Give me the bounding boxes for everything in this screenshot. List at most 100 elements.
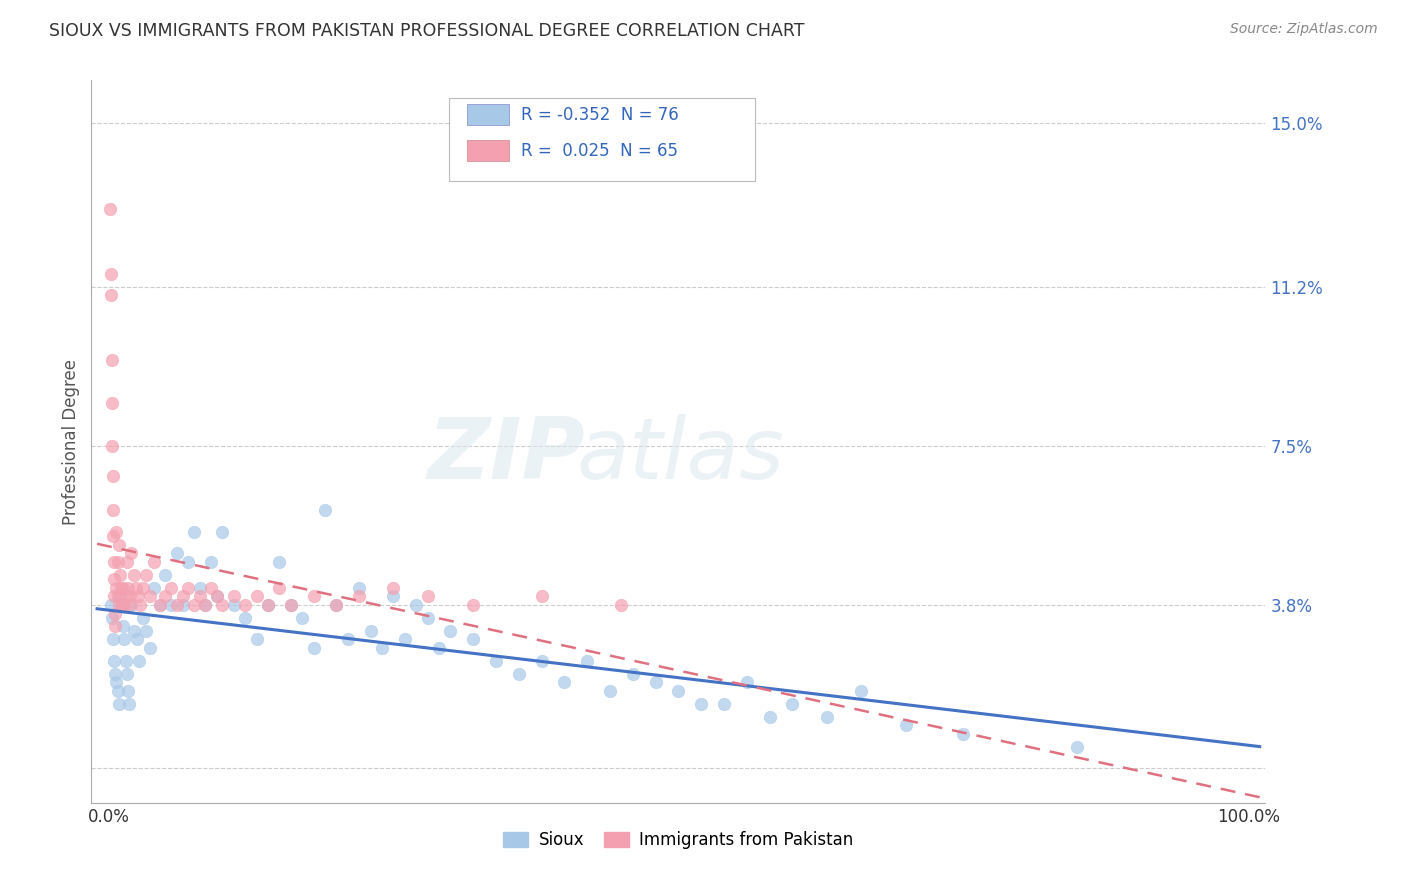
Point [314, 503, 336, 517]
Text: atlas: atlas [576, 415, 785, 498]
Point [200, 581, 222, 595]
Point [118, 697, 141, 711]
Point [371, 640, 394, 655]
Point [122, 624, 145, 638]
Point [122, 567, 145, 582]
Point [112, 619, 135, 633]
Legend: Sioux, Immigrants from Pakistan: Sioux, Immigrants from Pakistan [496, 824, 860, 856]
Point [105, 675, 128, 690]
Point [101, 352, 124, 367]
Point [107, 684, 129, 698]
FancyBboxPatch shape [467, 140, 509, 161]
Point [382, 581, 405, 595]
Point [177, 555, 200, 569]
Point [107, 590, 129, 604]
Point [114, 632, 136, 647]
Point [100, 288, 122, 302]
Point [104, 619, 127, 633]
Point [177, 581, 200, 595]
Point [405, 598, 427, 612]
Point [103, 572, 125, 586]
Point [114, 598, 136, 612]
Point [188, 581, 211, 595]
Point [108, 567, 131, 582]
Point [117, 581, 139, 595]
Point [129, 598, 152, 612]
Point [233, 611, 256, 625]
Point [200, 555, 222, 569]
Point [105, 581, 128, 595]
Point [644, 675, 666, 690]
Point [149, 598, 172, 612]
Point [360, 624, 382, 638]
Point [101, 396, 124, 410]
Y-axis label: Professional Degree: Professional Degree [62, 359, 80, 524]
Point [138, 640, 160, 655]
Text: ZIP: ZIP [427, 415, 585, 498]
Point [349, 581, 371, 595]
Point [120, 590, 142, 604]
Point [138, 590, 160, 604]
Point [349, 590, 371, 604]
Point [111, 598, 134, 612]
Point [118, 598, 141, 612]
Point [782, 697, 804, 711]
Point [127, 590, 149, 604]
Point [125, 581, 148, 595]
Text: Source: ZipAtlas.com: Source: ZipAtlas.com [1230, 22, 1378, 37]
Point [1066, 739, 1088, 754]
Point [485, 654, 508, 668]
Point [114, 590, 136, 604]
Point [382, 590, 405, 604]
Point [183, 598, 205, 612]
Point [246, 590, 269, 604]
Point [172, 598, 194, 612]
Point [110, 581, 132, 595]
Point [205, 590, 228, 604]
Point [101, 632, 124, 647]
Point [117, 684, 139, 698]
FancyBboxPatch shape [467, 104, 509, 125]
Point [188, 590, 211, 604]
Point [508, 666, 530, 681]
Point [172, 590, 194, 604]
Point [463, 598, 485, 612]
Point [114, 654, 136, 668]
Point [112, 581, 135, 595]
Point [128, 654, 150, 668]
Point [115, 666, 138, 681]
Point [155, 567, 177, 582]
Point [103, 590, 125, 604]
Point [104, 666, 127, 681]
Point [205, 590, 228, 604]
Point [222, 590, 245, 604]
Point [758, 710, 780, 724]
Point [194, 598, 217, 612]
Point [427, 640, 450, 655]
Point [394, 632, 416, 647]
Point [101, 439, 124, 453]
Point [280, 598, 302, 612]
Point [107, 538, 129, 552]
Point [553, 675, 575, 690]
Point [120, 598, 142, 612]
Point [610, 598, 633, 612]
Point [815, 710, 838, 724]
Point [269, 555, 291, 569]
Point [166, 546, 188, 560]
Point [111, 598, 134, 612]
Point [280, 598, 302, 612]
Point [98, 202, 121, 217]
Point [576, 654, 599, 668]
Point [530, 590, 553, 604]
Point [135, 567, 157, 582]
FancyBboxPatch shape [450, 98, 755, 181]
Point [149, 598, 172, 612]
Point [100, 267, 122, 281]
Point [621, 666, 644, 681]
Point [211, 524, 233, 539]
Text: R = -0.352  N = 76: R = -0.352 N = 76 [522, 105, 679, 124]
Point [131, 581, 153, 595]
Point [160, 581, 183, 595]
Point [599, 684, 621, 698]
